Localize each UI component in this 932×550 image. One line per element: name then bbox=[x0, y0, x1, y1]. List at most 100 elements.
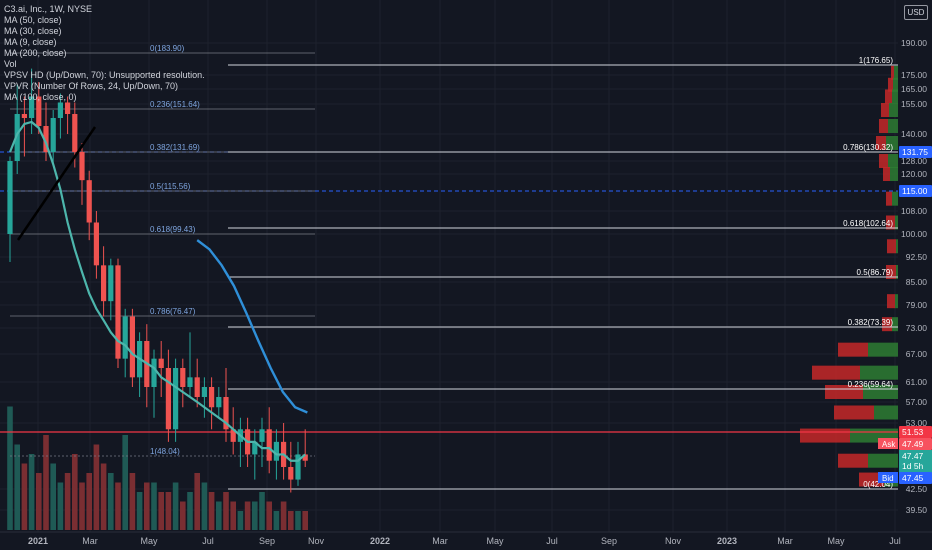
candle bbox=[86, 170, 92, 241]
candle bbox=[216, 387, 222, 418]
volume-bar bbox=[57, 482, 64, 530]
profile-up bbox=[888, 119, 898, 133]
time-tick-label: Mar bbox=[82, 536, 98, 546]
candle bbox=[259, 417, 265, 467]
fib-level-label: 0.618(102.64) bbox=[843, 219, 893, 228]
volume-bar bbox=[280, 501, 287, 530]
volume-bar bbox=[136, 492, 143, 530]
fib-level-label: 0.382(131.69) bbox=[150, 143, 200, 152]
legend-ma-50[interactable]: MA (50, close) bbox=[4, 15, 62, 25]
volume-bar bbox=[252, 501, 258, 530]
bid-label: Bid bbox=[882, 474, 894, 483]
volume-bar bbox=[295, 511, 301, 530]
trend-line-drawing[interactable] bbox=[16, 126, 97, 241]
volume-bar bbox=[165, 492, 172, 530]
time-tick-label: Nov bbox=[665, 536, 682, 546]
profile-down bbox=[891, 65, 894, 80]
fib-level-label: 0.786(76.47) bbox=[150, 307, 196, 316]
candle bbox=[165, 349, 171, 442]
price-tick-label: 79.00 bbox=[906, 300, 928, 310]
time-tick-label: May bbox=[140, 536, 158, 546]
price-label-115: 115.00 bbox=[899, 185, 932, 197]
candle bbox=[21, 96, 27, 157]
candle bbox=[158, 341, 164, 397]
volume-bar bbox=[28, 454, 35, 530]
profile-down bbox=[812, 365, 860, 380]
price-tick-label: 57.00 bbox=[906, 397, 928, 407]
profile-up bbox=[890, 167, 898, 181]
price-tick-label: 53.00 bbox=[906, 418, 928, 428]
volume-bar bbox=[208, 492, 215, 530]
price-tick-label: 92.50 bbox=[906, 252, 928, 262]
legend-vpvr[interactable]: VPVR (Number Of Rows, 24, Up/Down, 70) bbox=[4, 81, 179, 91]
legend-ma-30[interactable]: MA (30, close) bbox=[4, 26, 62, 36]
candle bbox=[14, 84, 20, 174]
fib-level-label: 0.5(115.56) bbox=[150, 182, 191, 191]
candle bbox=[101, 246, 107, 317]
price-label-131: 131.75 bbox=[899, 146, 932, 158]
profile-down bbox=[882, 317, 892, 332]
fib-level-label: 1(176.65) bbox=[859, 56, 894, 65]
legend-ma-9[interactable]: MA (9, close) bbox=[4, 37, 57, 47]
volume-bar bbox=[108, 473, 114, 530]
profile-up bbox=[860, 365, 898, 380]
price-tick-label: 108.00 bbox=[901, 206, 927, 216]
price-label-red: 51.53 bbox=[899, 426, 932, 438]
profile-down bbox=[887, 294, 895, 309]
profile-down bbox=[886, 265, 896, 279]
profile-up bbox=[892, 191, 898, 206]
fib-levels[interactable]: 0(183.90) 0.236(151.64) 0.382(131.69) 0.5(1… bbox=[10, 44, 898, 490]
symbol-title[interactable]: C3.ai, Inc., 1W, NYSE bbox=[4, 4, 93, 14]
profile-down bbox=[825, 385, 863, 399]
ma-9-line bbox=[8, 120, 306, 462]
price-tick-label: 73.00 bbox=[906, 323, 928, 333]
moving-averages bbox=[8, 120, 308, 462]
volume-bar bbox=[230, 501, 236, 530]
volume-bar bbox=[266, 501, 272, 530]
legend-vpsv[interactable]: VPSV HD (Up/Down, 70): Unsupported resol… bbox=[4, 70, 205, 80]
profile-up bbox=[893, 77, 898, 92]
profile-down bbox=[881, 103, 889, 117]
price-tick-label: 155.00 bbox=[901, 99, 927, 109]
legend-ma-200[interactable]: MA (200, close) bbox=[4, 48, 67, 58]
price-axis[interactable]: 190.00 175.00 165.00 155.00 140.00 128.00 120.… bbox=[901, 38, 927, 515]
profile-down bbox=[834, 405, 874, 420]
time-tick-label: Sep bbox=[601, 536, 617, 546]
time-tick-label: Mar bbox=[432, 536, 448, 546]
candle bbox=[209, 377, 215, 430]
svg-text:47.45: 47.45 bbox=[902, 473, 924, 483]
profile-up bbox=[895, 215, 898, 230]
svg-text:47.49: 47.49 bbox=[902, 439, 924, 449]
fib-level-label: 0(183.90) bbox=[150, 44, 185, 53]
volume-bar bbox=[79, 482, 85, 530]
time-tick-label: Sep bbox=[259, 536, 275, 546]
candle bbox=[57, 93, 63, 139]
volume-bar bbox=[201, 482, 208, 530]
volume-bar bbox=[158, 492, 164, 530]
currency-badge[interactable]: USD bbox=[904, 5, 928, 20]
profile-down bbox=[887, 239, 896, 254]
fib-level-label: 0.382(73.39) bbox=[848, 318, 894, 327]
volume-bar bbox=[21, 463, 28, 530]
time-tick-label: May bbox=[486, 536, 504, 546]
candle bbox=[7, 156, 13, 262]
legend-ma-100[interactable]: MA (100, close, 0) bbox=[4, 92, 77, 102]
svg-text:131.75: 131.75 bbox=[902, 147, 928, 157]
volume-bar bbox=[216, 501, 222, 530]
candle bbox=[115, 258, 121, 368]
legend-vol[interactable]: Vol bbox=[4, 59, 17, 69]
candle bbox=[43, 102, 49, 161]
price-tick-label: 190.00 bbox=[901, 38, 927, 48]
profile-up bbox=[892, 317, 898, 332]
profile-up bbox=[896, 239, 898, 254]
bar-countdown: 1d 5h bbox=[902, 461, 924, 471]
candle bbox=[50, 110, 56, 165]
profile-up bbox=[894, 65, 898, 80]
candle bbox=[295, 441, 301, 486]
time-axis[interactable]: 2021 Mar May Jul Sep Nov 2022 Mar May Jul Sep Nov 20… bbox=[0, 531, 932, 546]
profile-down bbox=[879, 154, 888, 168]
candle bbox=[79, 143, 85, 205]
